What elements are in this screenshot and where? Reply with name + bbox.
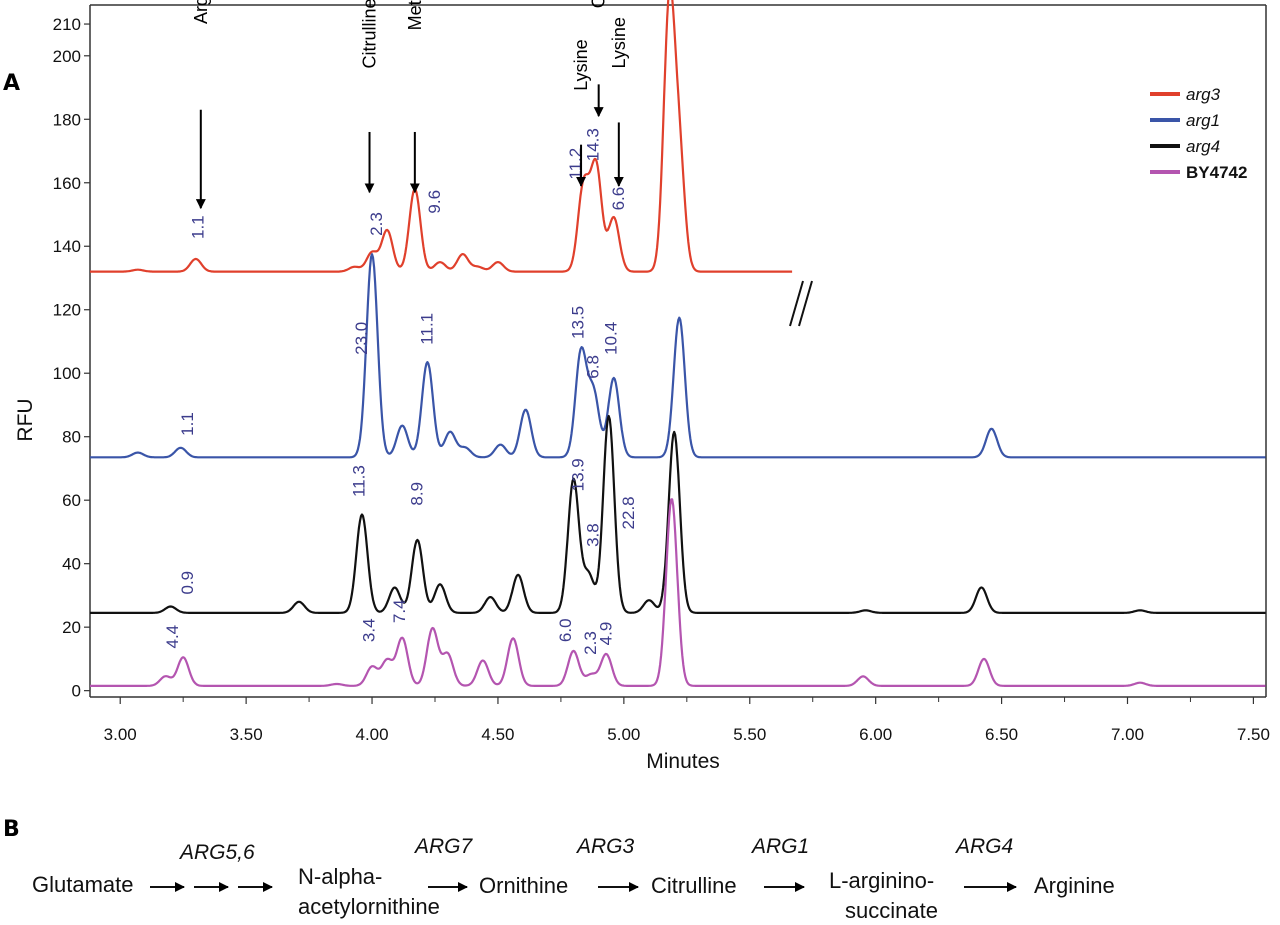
peak-label: 14.3: [584, 128, 603, 161]
legend-label: BY4742: [1186, 163, 1247, 182]
peak-label: 11.2: [566, 148, 585, 180]
peak-annotation-label: Methionine: [405, 0, 425, 30]
peak-label: 9.6: [425, 190, 444, 214]
x-tick-label: 7.50: [1237, 725, 1270, 744]
peak-annotation-label: Lysine: [571, 39, 591, 90]
panel-a-letter: A: [3, 71, 20, 96]
pathway-diagram: Glutamate N-alpha- acetylornithine Ornit…: [32, 835, 1115, 923]
y-tick-label: 40: [62, 555, 81, 574]
y-tick-label: 0: [72, 682, 81, 701]
peak-label: 4.4: [163, 625, 182, 649]
y-tick-label: 100: [53, 364, 81, 383]
y-tick-label: 80: [62, 428, 81, 447]
peak-annotation-label: Ornithine: [589, 0, 609, 8]
x-tick-label: 5.00: [607, 725, 640, 744]
x-tick-label: 3.50: [230, 725, 263, 744]
series-line-arg3: [89, 0, 793, 273]
peak-label: 8.9: [407, 482, 426, 506]
peak-label: 6.6: [609, 187, 628, 211]
peak-label: 3.8: [584, 523, 603, 547]
compound-citrulline: Citrulline: [651, 873, 737, 898]
axis-break-mark: [789, 280, 813, 327]
peak-label: 6.8: [584, 355, 603, 379]
peak-label: 1.1: [188, 215, 207, 239]
x-tick-label: 3.00: [104, 725, 137, 744]
x-tick-label: 5.50: [733, 725, 766, 744]
x-axis-title: Minutes: [646, 750, 720, 773]
y-tick-label: 120: [53, 301, 81, 320]
peak-label: 4.9: [596, 622, 615, 646]
legend: arg3 arg1 arg4 BY4742: [1150, 85, 1247, 182]
compound-n-alpha-line2: acetylornithine: [298, 894, 440, 919]
legend-label: arg1: [1186, 111, 1220, 130]
peak-annotation-label: Arginine: [191, 0, 211, 24]
peak-annotation-label: Citrulline: [360, 0, 380, 69]
peak-annotation-label: Lysine: [609, 17, 629, 68]
y-tick-label: 180: [53, 110, 81, 129]
enzyme-arg3: ARG3: [575, 835, 635, 858]
y-tick-label: 160: [53, 174, 81, 193]
enzyme-arg56: ARG5,6: [178, 841, 255, 864]
peak-label: 13.9: [569, 458, 588, 491]
peak-label: 6.0: [556, 618, 575, 642]
peak-label: 22.8: [619, 496, 638, 529]
peak-label: 10.4: [601, 322, 620, 355]
enzyme-arg1: ARG1: [750, 835, 809, 858]
x-tick-label: 6.00: [859, 725, 892, 744]
y-tick-label: 20: [62, 618, 81, 637]
x-tick-label: 7.00: [1111, 725, 1144, 744]
peak-label: 23.0: [352, 322, 371, 355]
compound-ornithine: Ornithine: [479, 873, 568, 898]
enzyme-arg4: ARG4: [954, 835, 1013, 858]
y-tick-label: 200: [53, 47, 81, 66]
peak-label: 11.1: [418, 313, 437, 345]
compound-arginine: Arginine: [1034, 873, 1115, 898]
compound-glutamate: Glutamate: [32, 872, 134, 897]
compound-argininosuccinate-line2: succinate: [845, 898, 938, 923]
x-tick-label: 4.00: [355, 725, 388, 744]
x-tick-label: 6.50: [985, 725, 1018, 744]
series-line-by4742: [89, 498, 1266, 687]
series-line-arg1: [89, 253, 1266, 459]
compound-argininosuccinate-line1: L-arginino-: [829, 868, 934, 893]
compound-n-alpha-line1: N-alpha-: [298, 864, 382, 889]
legend-label: arg4: [1186, 137, 1220, 156]
peak-label: 2.3: [367, 212, 386, 236]
x-tick-label: 4.50: [481, 725, 514, 744]
peak-label: 3.4: [360, 618, 379, 642]
y-tick-label: 60: [62, 491, 81, 510]
enzyme-arg7: ARG7: [413, 835, 474, 858]
legend-label: arg3: [1186, 85, 1221, 104]
peak-label: 0.9: [178, 571, 197, 595]
series-line-arg4: [89, 414, 1266, 614]
peak-label: 13.5: [569, 306, 588, 339]
peak-label: 7.4: [390, 599, 409, 623]
panel-b-letter: B: [3, 817, 20, 842]
plot-area: 3.00 3.50 4.00 4.50 5.00 5.50 6.00 6.50 7.00 7.50…: [53, 0, 1270, 744]
y-tick-label: 140: [53, 237, 81, 256]
peak-label: 11.3: [350, 465, 369, 497]
y-tick-label: 210: [53, 15, 81, 34]
y-axis-title: RFU: [14, 398, 37, 441]
peak-label: 2.3: [581, 631, 600, 655]
peak-label: 1.1: [178, 412, 197, 436]
